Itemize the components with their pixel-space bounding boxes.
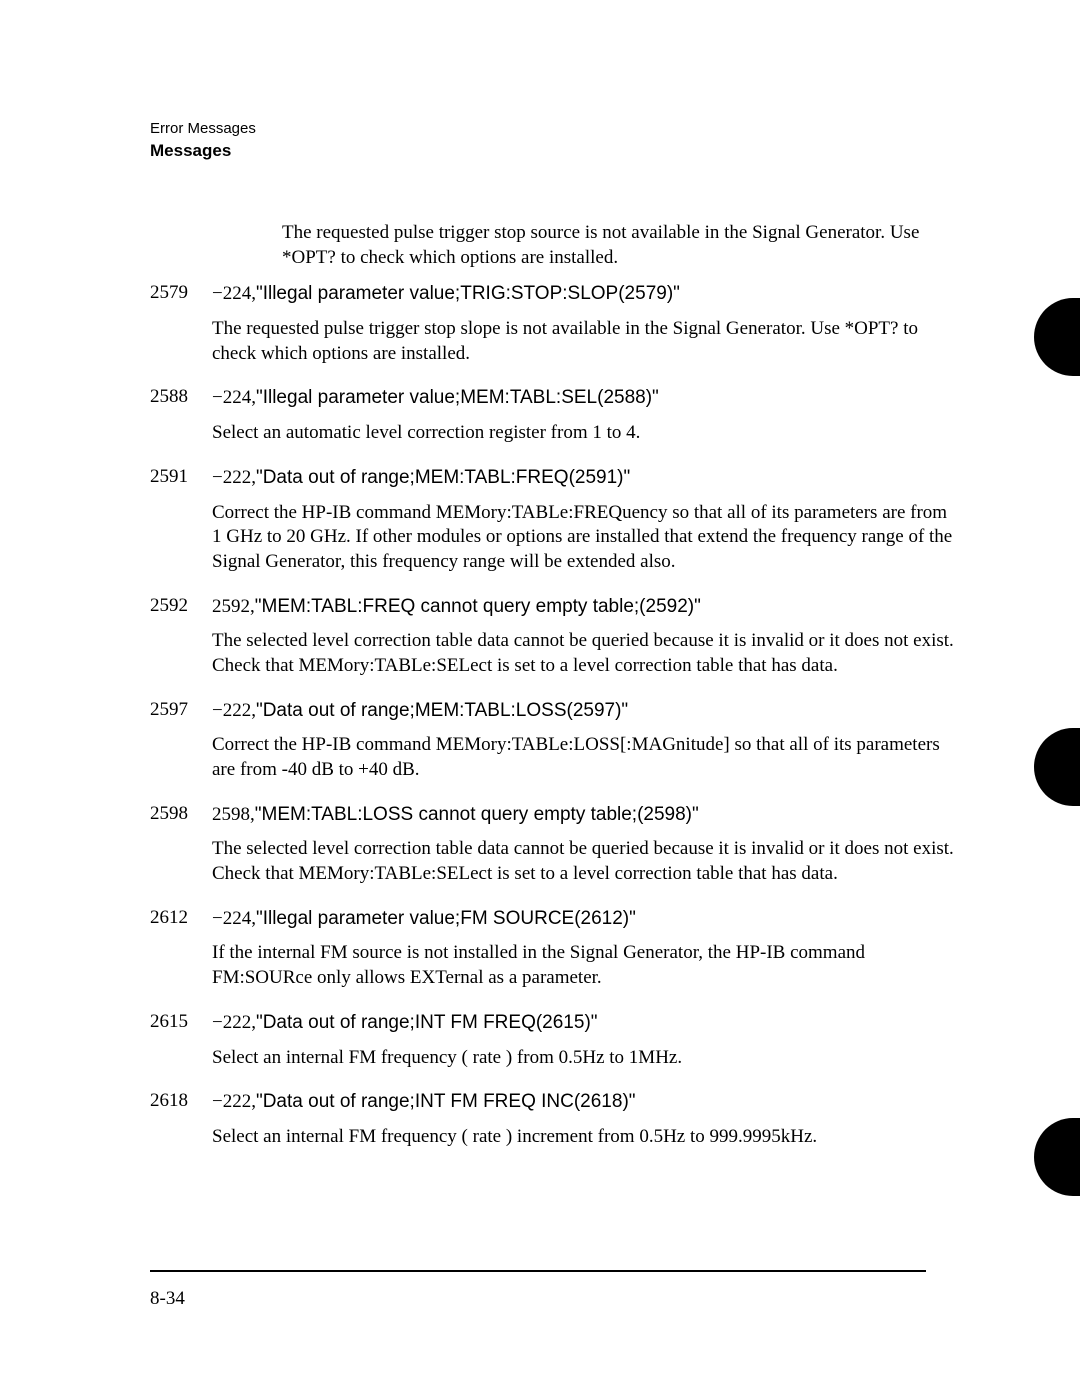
error-code: 2588 xyxy=(150,386,212,457)
error-description: Select an internal FM frequency ( rate )… xyxy=(212,1125,960,1150)
error-title: −222,"Data out of range;MEM:TABL:LOSS(25… xyxy=(212,699,960,724)
error-entry: 2592 2592,"MEM:TABL:FREQ cannot query em… xyxy=(150,595,970,691)
error-title: −224,"Illegal parameter value;TRIG:STOP:… xyxy=(212,282,960,307)
error-message: "MEM:TABL:LOSS cannot query empty table;… xyxy=(255,804,699,825)
error-description: Correct the HP-IB command MEMory:TABLe:L… xyxy=(212,733,960,782)
header-eyebrow: Error Messages xyxy=(150,120,970,137)
error-entry: 2579 −224,"Illegal parameter value;TRIG:… xyxy=(150,282,970,378)
error-description: The requested pulse trigger stop slope i… xyxy=(212,317,960,366)
error-body: −222,"Data out of range;INT FM FREQ(2615… xyxy=(212,1011,970,1082)
error-message: "Illegal parameter value;MEM:TABL:SEL(25… xyxy=(256,387,659,408)
intro-paragraph: The requested pulse trigger stop source … xyxy=(282,221,970,270)
error-title: −224,"Illegal parameter value;FM SOURCE(… xyxy=(212,907,960,932)
error-entry: 2588 −224,"Illegal parameter value;MEM:T… xyxy=(150,386,970,457)
error-number: −222, xyxy=(212,1091,256,1112)
error-entry: 2615 −222,"Data out of range;INT FM FREQ… xyxy=(150,1011,970,1082)
error-title: −222,"Data out of range;INT FM FREQ INC(… xyxy=(212,1090,960,1115)
error-number: −224, xyxy=(212,387,256,408)
error-entry: 2612 −224,"Illegal parameter value;FM SO… xyxy=(150,907,970,1003)
error-message: "Data out of range;INT FM FREQ INC(2618)… xyxy=(256,1091,636,1112)
error-number: 2592, xyxy=(212,596,255,617)
error-entry: 2597 −222,"Data out of range;MEM:TABL:LO… xyxy=(150,699,970,795)
error-entry: 2591 −222,"Data out of range;MEM:TABL:FR… xyxy=(150,466,970,587)
error-description: The selected level correction table data… xyxy=(212,837,960,886)
error-description: The selected level correction table data… xyxy=(212,629,960,678)
error-description: If the internal FM source is not install… xyxy=(212,941,960,990)
error-code: 2615 xyxy=(150,1011,212,1082)
header-section-title: Messages xyxy=(150,141,970,161)
error-number: −222, xyxy=(212,1012,256,1033)
error-body: −224,"Illegal parameter value;TRIG:STOP:… xyxy=(212,282,970,378)
error-number: −224, xyxy=(212,283,256,304)
error-code: 2598 xyxy=(150,803,212,899)
error-description: Select an automatic level correction reg… xyxy=(212,421,960,446)
error-code: 2592 xyxy=(150,595,212,691)
error-code: 2597 xyxy=(150,699,212,795)
page-container: Error Messages Messages The requested pu… xyxy=(0,0,1080,1392)
error-message: "Data out of range;MEM:TABL:LOSS(2597)" xyxy=(256,700,628,721)
error-code: 2579 xyxy=(150,282,212,378)
error-number: 2598, xyxy=(212,804,255,825)
error-code: 2612 xyxy=(150,907,212,1003)
page-number: 8-34 xyxy=(150,1288,185,1310)
error-description: Correct the HP-IB command MEMory:TABLe:F… xyxy=(212,501,960,575)
error-message: "MEM:TABL:FREQ cannot query empty table;… xyxy=(255,596,701,617)
error-code: 2591 xyxy=(150,466,212,587)
error-title: 2592,"MEM:TABL:FREQ cannot query empty t… xyxy=(212,595,960,620)
error-message: "Illegal parameter value;FM SOURCE(2612)… xyxy=(256,908,636,929)
error-body: −222,"Data out of range;INT FM FREQ INC(… xyxy=(212,1090,970,1161)
error-description: Select an internal FM frequency ( rate )… xyxy=(212,1046,960,1071)
error-number: −222, xyxy=(212,700,256,721)
error-title: −224,"Illegal parameter value;MEM:TABL:S… xyxy=(212,386,960,411)
error-entry: 2598 2598,"MEM:TABL:LOSS cannot query em… xyxy=(150,803,970,899)
error-number: −224, xyxy=(212,908,256,929)
error-message: "Illegal parameter value;TRIG:STOP:SLOP(… xyxy=(256,283,680,304)
error-title: 2598,"MEM:TABL:LOSS cannot query empty t… xyxy=(212,803,960,828)
error-code: 2618 xyxy=(150,1090,212,1161)
footer-rule xyxy=(150,1270,926,1272)
error-body: −222,"Data out of range;MEM:TABL:LOSS(25… xyxy=(212,699,970,795)
error-body: 2592,"MEM:TABL:FREQ cannot query empty t… xyxy=(212,595,970,691)
error-message: "Data out of range;MEM:TABL:FREQ(2591)" xyxy=(256,467,630,488)
error-message: "Data out of range;INT FM FREQ(2615)" xyxy=(256,1012,598,1033)
error-title: −222,"Data out of range;INT FM FREQ(2615… xyxy=(212,1011,960,1036)
error-body: −222,"Data out of range;MEM:TABL:FREQ(25… xyxy=(212,466,970,587)
error-body: −224,"Illegal parameter value;MEM:TABL:S… xyxy=(212,386,970,457)
page-header: Error Messages Messages xyxy=(150,120,970,161)
error-body: −224,"Illegal parameter value;FM SOURCE(… xyxy=(212,907,970,1003)
error-body: 2598,"MEM:TABL:LOSS cannot query empty t… xyxy=(212,803,970,899)
error-number: −222, xyxy=(212,467,256,488)
error-entry: 2618 −222,"Data out of range;INT FM FREQ… xyxy=(150,1090,970,1161)
error-title: −222,"Data out of range;MEM:TABL:FREQ(25… xyxy=(212,466,960,491)
